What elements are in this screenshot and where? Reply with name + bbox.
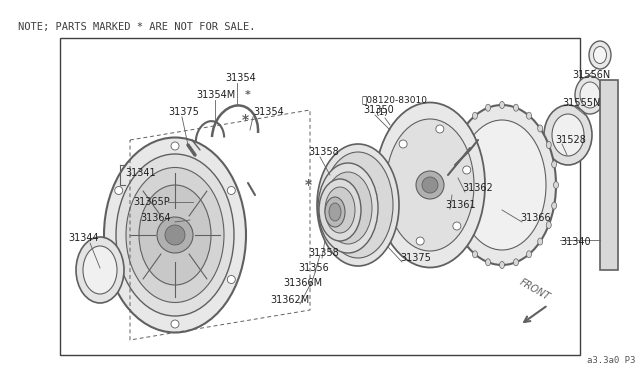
Text: 31366: 31366 [520, 213, 550, 223]
Text: 31354M: 31354M [196, 90, 236, 100]
Ellipse shape [547, 221, 551, 228]
Ellipse shape [527, 251, 531, 258]
Text: 31340: 31340 [560, 237, 591, 247]
Text: 31365P: 31365P [133, 197, 170, 207]
Circle shape [436, 125, 444, 133]
Circle shape [416, 237, 424, 245]
Text: 31556N: 31556N [572, 70, 611, 80]
Ellipse shape [325, 197, 345, 227]
Text: Ⓐ08120-83010: Ⓐ08120-83010 [362, 95, 428, 104]
Ellipse shape [513, 104, 518, 111]
Ellipse shape [486, 259, 490, 266]
Circle shape [389, 196, 397, 204]
Ellipse shape [593, 46, 607, 64]
Text: 31555N: 31555N [562, 98, 600, 108]
Text: 31356: 31356 [298, 263, 329, 273]
Ellipse shape [318, 163, 378, 253]
Ellipse shape [317, 144, 399, 266]
Ellipse shape [116, 154, 234, 316]
Text: 31366M: 31366M [283, 278, 322, 288]
Text: 31361: 31361 [445, 200, 476, 210]
Circle shape [157, 217, 193, 253]
Ellipse shape [527, 112, 531, 119]
Ellipse shape [375, 103, 485, 267]
Ellipse shape [104, 138, 246, 333]
Text: (1): (1) [375, 108, 388, 117]
Ellipse shape [461, 238, 467, 245]
Text: NOTE; PARTS MARKED * ARE NOT FOR SALE.: NOTE; PARTS MARKED * ARE NOT FOR SALE. [18, 22, 255, 32]
Ellipse shape [538, 125, 543, 132]
Text: 31344: 31344 [68, 233, 99, 243]
Ellipse shape [472, 251, 477, 258]
Ellipse shape [76, 237, 124, 303]
Text: 31364: 31364 [140, 213, 171, 223]
Ellipse shape [472, 112, 477, 119]
Circle shape [165, 225, 185, 245]
Text: 31528: 31528 [555, 135, 586, 145]
Ellipse shape [499, 262, 504, 269]
Circle shape [115, 276, 123, 283]
Circle shape [399, 140, 407, 148]
Bar [600, 80, 618, 270]
Ellipse shape [126, 167, 224, 302]
Ellipse shape [452, 221, 458, 228]
Text: 31358: 31358 [308, 147, 339, 157]
Ellipse shape [323, 152, 393, 258]
Circle shape [227, 276, 236, 283]
Ellipse shape [139, 185, 211, 285]
Ellipse shape [554, 182, 559, 189]
Circle shape [416, 171, 444, 199]
Text: FRONT: FRONT [518, 277, 552, 302]
Text: 31358: 31358 [308, 248, 339, 258]
Text: 31354: 31354 [253, 107, 284, 117]
Circle shape [463, 166, 470, 174]
Ellipse shape [538, 238, 543, 245]
Bar [60, 38, 580, 355]
Circle shape [171, 142, 179, 150]
Ellipse shape [447, 161, 452, 168]
Ellipse shape [544, 105, 592, 165]
Circle shape [115, 186, 123, 195]
Ellipse shape [452, 141, 458, 148]
Text: *: * [245, 90, 251, 100]
Ellipse shape [386, 119, 474, 251]
Ellipse shape [486, 104, 490, 111]
Ellipse shape [83, 246, 117, 294]
Ellipse shape [448, 105, 556, 265]
Text: 31341: 31341 [125, 168, 156, 178]
Ellipse shape [329, 203, 341, 221]
Ellipse shape [319, 179, 361, 241]
Text: *: * [241, 113, 248, 127]
Text: 31375: 31375 [168, 107, 199, 117]
Circle shape [227, 186, 236, 195]
Ellipse shape [580, 82, 600, 108]
Text: 31362: 31362 [462, 183, 493, 193]
Circle shape [422, 177, 438, 193]
Ellipse shape [458, 120, 546, 250]
Ellipse shape [547, 141, 551, 148]
Ellipse shape [499, 102, 504, 109]
Text: *: * [305, 178, 312, 192]
Text: a3.3a0 P3: a3.3a0 P3 [587, 356, 635, 365]
Ellipse shape [589, 41, 611, 69]
Text: 31354: 31354 [225, 73, 256, 83]
Ellipse shape [575, 76, 605, 114]
Ellipse shape [552, 114, 584, 156]
Ellipse shape [513, 259, 518, 266]
Ellipse shape [552, 161, 557, 168]
Ellipse shape [325, 187, 355, 233]
Circle shape [171, 320, 179, 328]
Ellipse shape [447, 202, 452, 209]
Circle shape [453, 222, 461, 230]
Ellipse shape [552, 202, 557, 209]
Ellipse shape [445, 182, 451, 189]
Text: 31362M: 31362M [270, 295, 309, 305]
Text: 31350: 31350 [363, 105, 394, 115]
Text: 31375: 31375 [400, 253, 431, 263]
Ellipse shape [461, 125, 467, 132]
Ellipse shape [324, 172, 372, 244]
